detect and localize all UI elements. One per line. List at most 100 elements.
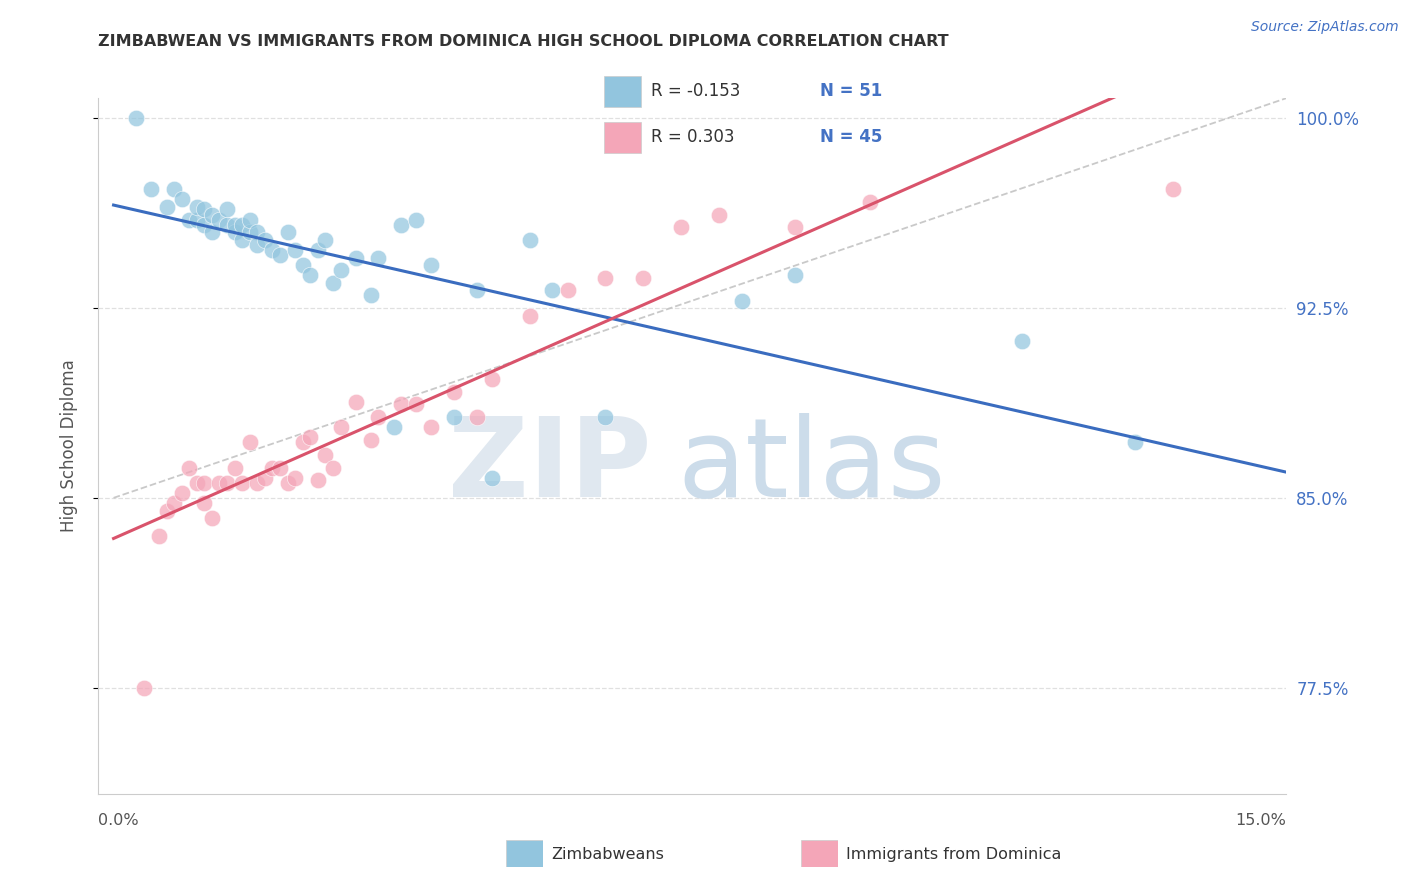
Point: [155, 503, 177, 517]
Point: [277, 225, 299, 239]
Point: [269, 248, 291, 262]
Text: N = 51: N = 51: [820, 82, 882, 100]
Text: ZIMBABWEAN VS IMMIGRANTS FROM DOMINICA HIGH SCHOOL DIPLOMA CORRELATION CHART: ZIMBABWEAN VS IMMIGRANTS FROM DOMINICA H…: [98, 34, 949, 49]
Point: [707, 207, 730, 221]
Point: [193, 218, 215, 232]
Point: [224, 218, 246, 232]
Point: [329, 420, 352, 434]
Point: [329, 263, 352, 277]
Point: [215, 202, 238, 217]
Point: [389, 397, 412, 411]
Point: [193, 475, 215, 490]
Point: [322, 460, 344, 475]
Point: [201, 511, 224, 525]
Text: R = 0.303: R = 0.303: [651, 128, 735, 146]
Point: [246, 238, 269, 252]
Point: [1161, 182, 1184, 196]
Point: [186, 212, 208, 227]
Point: [481, 470, 503, 484]
Point: [291, 435, 314, 450]
Point: [367, 251, 389, 265]
Point: [595, 409, 617, 424]
Point: [170, 192, 193, 206]
Point: [465, 409, 488, 424]
Point: [633, 270, 655, 285]
Point: [443, 384, 465, 399]
Point: [179, 460, 201, 475]
Point: [163, 496, 186, 510]
Point: [541, 284, 564, 298]
Point: [201, 225, 224, 239]
Point: [420, 420, 443, 434]
Point: [299, 268, 322, 283]
Point: [465, 284, 488, 298]
Point: [239, 212, 262, 227]
Point: [239, 435, 262, 450]
Point: [208, 475, 231, 490]
Point: [141, 182, 163, 196]
Point: [344, 251, 367, 265]
Point: [148, 529, 170, 543]
Point: [155, 200, 177, 214]
Point: [215, 475, 238, 490]
Point: [125, 112, 148, 126]
Text: R = -0.153: R = -0.153: [651, 82, 741, 100]
Point: [284, 470, 307, 484]
Text: 0.0%: 0.0%: [98, 814, 139, 828]
Bar: [605, 76, 641, 106]
Point: [367, 409, 389, 424]
Text: N = 45: N = 45: [820, 128, 883, 146]
Point: [307, 243, 329, 257]
Point: [193, 202, 215, 217]
Point: [179, 212, 201, 227]
Point: [1011, 334, 1033, 348]
Point: [360, 288, 382, 302]
Point: [299, 430, 322, 444]
Point: [314, 233, 336, 247]
Point: [382, 420, 405, 434]
Point: [519, 309, 541, 323]
Point: [284, 243, 307, 257]
Text: atlas: atlas: [678, 413, 945, 520]
Point: [307, 473, 329, 487]
Point: [405, 212, 427, 227]
Point: [246, 475, 269, 490]
Point: [262, 243, 284, 257]
Point: [201, 207, 224, 221]
Point: [783, 220, 806, 235]
Text: Zimbabweans: Zimbabweans: [551, 847, 664, 862]
Point: [224, 225, 246, 239]
Y-axis label: High School Diploma: High School Diploma: [59, 359, 77, 533]
Point: [595, 270, 617, 285]
Point: [519, 233, 541, 247]
Point: [163, 182, 186, 196]
Point: [859, 194, 882, 209]
Point: [322, 276, 344, 290]
Point: [360, 433, 382, 447]
Point: [193, 496, 215, 510]
Point: [231, 233, 253, 247]
Point: [186, 200, 208, 214]
Point: [253, 470, 276, 484]
Point: [730, 293, 752, 308]
Point: [405, 397, 427, 411]
Point: [186, 475, 208, 490]
Point: [231, 475, 253, 490]
Point: [669, 220, 692, 235]
Point: [443, 409, 465, 424]
Point: [277, 475, 299, 490]
Point: [215, 218, 238, 232]
Text: Source: ZipAtlas.com: Source: ZipAtlas.com: [1251, 20, 1399, 34]
Point: [557, 284, 579, 298]
Point: [291, 258, 314, 272]
Point: [420, 258, 443, 272]
Point: [239, 225, 262, 239]
Point: [344, 394, 367, 409]
Bar: [605, 122, 641, 153]
Text: ZIP: ZIP: [449, 413, 651, 520]
Point: [231, 218, 253, 232]
Point: [132, 681, 155, 695]
Point: [262, 460, 284, 475]
Point: [389, 218, 412, 232]
Point: [253, 233, 276, 247]
